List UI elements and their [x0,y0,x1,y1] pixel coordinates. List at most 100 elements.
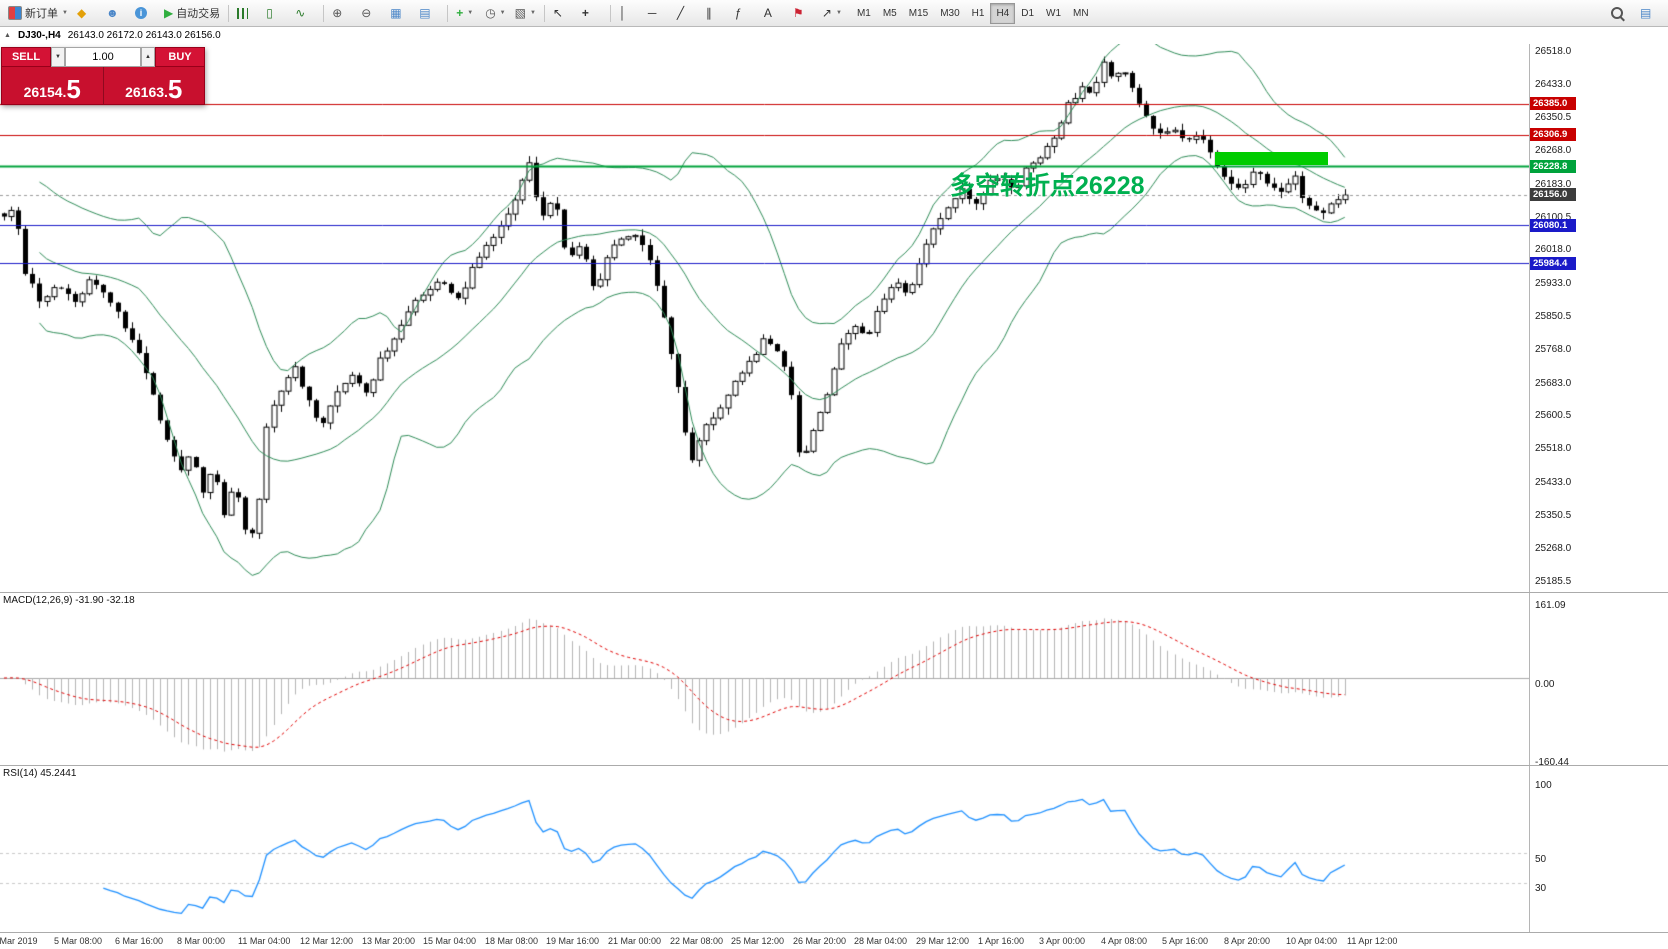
chevron-down-icon: ▼ [62,10,68,16]
candles-icon: ▯ [266,6,273,20]
tile-windows-button[interactable]: ▦ [386,2,414,25]
time-axis-label: 25 Mar 12:00 [731,936,785,946]
horizontal-line-tool-button[interactable]: ─ [644,2,672,25]
charts-icon: ◆ [76,6,87,20]
volume-increase-button[interactable]: ▲ [141,47,155,67]
macd-axis-label: -160.44 [1535,756,1569,768]
price-axis-label: 25933.0 [1535,278,1572,290]
price-axis-label: 26183.0 [1535,178,1572,190]
price-axis-label: 25433.0 [1535,477,1572,489]
timeframe-m1[interactable]: M1 [856,7,871,19]
zoom-out-icon: ⊖ [361,6,372,20]
time-axis-label: 4 Apr 08:00 [1101,936,1148,946]
periods-icon: ◷ [485,6,496,20]
fibonacci-icon: ƒ [734,6,742,20]
search-button[interactable] [1607,2,1635,25]
trendline-tool-button[interactable]: ╱ [673,2,701,25]
candle-chart-mode-button[interactable]: ▯ [262,2,290,25]
horizontal-line-icon: ─ [647,6,657,20]
zoom-in-button[interactable]: ⊕ [328,2,356,25]
new-order-icon [8,6,22,20]
vertical-line-tool-button[interactable]: │ [615,2,643,25]
macd-axis-label: 0.00 [1535,678,1555,690]
data-window-icon: ▤ [1640,6,1652,20]
line-chart-icon: ∿ [295,6,306,20]
price-axis-label: 26350.5 [1535,112,1572,124]
time-axis-label: 19 Mar 16:00 [546,936,600,946]
candlestick-chart[interactable] [0,44,1529,592]
autotrading-button[interactable]: ▶ 自动交易 [160,2,224,25]
bid-price[interactable]: 26154. 5 [2,67,103,104]
line-chart-mode-button[interactable]: ∿ [291,2,319,25]
timeframe-w1[interactable]: W1 [1046,7,1062,19]
price-tag: 26228.8 [1530,159,1576,173]
indicators-button[interactable]: + ▼ [452,2,480,25]
expand-icon[interactable]: ▲ [4,32,11,39]
text-tool-button[interactable]: A [760,2,788,25]
sell-button[interactable]: SELL [1,47,51,67]
macd-chart[interactable] [0,593,1529,765]
timeframe-m30[interactable]: M30 [940,7,960,19]
timeframe-m5[interactable]: M5 [882,7,897,19]
indicators-icon: + [456,6,464,20]
timeframe-m15[interactable]: M15 [908,7,929,19]
timeframe-mn[interactable]: MN [1073,7,1089,19]
data-window-button[interactable]: ▤ [1636,2,1664,25]
cascade-windows-button[interactable]: ▤ [415,2,443,25]
ask-price-main: 26163. [125,83,168,100]
autotrade-icon: ▶ [163,6,174,20]
cursor-tool-button[interactable]: ↖ [549,2,577,25]
buy-button[interactable]: BUY [155,47,205,67]
volume-input[interactable] [65,47,141,67]
fibonacci-tool-button[interactable]: ƒ [731,2,759,25]
time-axis-label: 5 Mar 08:00 [54,936,103,946]
rsi-chart[interactable] [0,766,1529,932]
chevron-down-icon: ▼ [467,10,474,16]
templates-icon: ▧ [514,6,526,20]
zoom-out-button[interactable]: ⊖ [357,2,385,25]
time-axis-label: 11 Apr 12:00 [1347,936,1398,946]
ask-price-big-digit: 5 [167,73,183,104]
new-order-button[interactable]: 新订单 ▼ [4,2,72,25]
price-axis-label: 25185.5 [1535,575,1572,587]
channel-tool-button[interactable]: ∥ [702,2,730,25]
macd-panel: MACD(12,26,9) -31.90 -32.18 161.09 0.00 -1… [0,592,1668,768]
ask-price[interactable]: 26163. 5 [104,67,205,104]
price-axis-label: 25518.0 [1535,443,1572,455]
label-tool-button[interactable]: ⚑ [789,2,817,25]
time-axis-label: 1 Apr 16:00 [978,936,1025,946]
time-axis-label: 26 Mar 20:00 [793,936,847,946]
time-axis-label: 10 Apr 04:00 [1286,936,1338,946]
time-axis-label: 13 Mar 20:00 [362,936,416,946]
price-axis-label: 25268.0 [1535,542,1572,554]
timeframe-h4[interactable]: H4 [990,2,1016,24]
profile-button[interactable]: ☻ [102,2,130,25]
time-axis-label: 28 Mar 04:00 [854,936,908,946]
crosshair-tool-button[interactable]: + [578,2,606,25]
bar-chart-mode-button[interactable] [233,2,261,25]
vertical-line-icon: │ [618,6,627,20]
label-icon: ⚑ [792,6,804,20]
info-icon: i [134,7,147,19]
time-axis-label: 11 Mar 04:00 [238,936,291,946]
timeframe-h1[interactable]: H1 [971,7,985,19]
volume-decrease-button[interactable]: ▼ [51,47,65,67]
arrows-tool-button[interactable]: ↗ ▼ [818,2,846,25]
symbol-timeframe-label: DJ30-,H4 [17,30,61,41]
toolbar-separator [543,4,545,22]
charts-button[interactable]: ◆ [73,2,101,25]
tile-windows-icon: ▦ [390,6,402,20]
time-axis-label: 6 Mar 16:00 [115,936,164,946]
templates-button[interactable]: ▧ ▼ [511,2,540,25]
timeframe-d1[interactable]: D1 [1021,7,1035,19]
new-order-label: 新订单 [25,8,58,20]
periods-button[interactable]: ◷ ▼ [481,2,509,25]
info-button[interactable]: i [131,2,159,25]
price-axis-label: 25350.5 [1535,509,1572,521]
bars-icon [237,7,249,19]
macd-axis: 161.09 0.00 -160.44 [1529,593,1668,768]
rsi-axis-label: 50 [1535,853,1547,865]
chart-annotation-text: 多空转折点26228 [950,172,1145,200]
price-axis-label: 26268.0 [1535,144,1572,156]
